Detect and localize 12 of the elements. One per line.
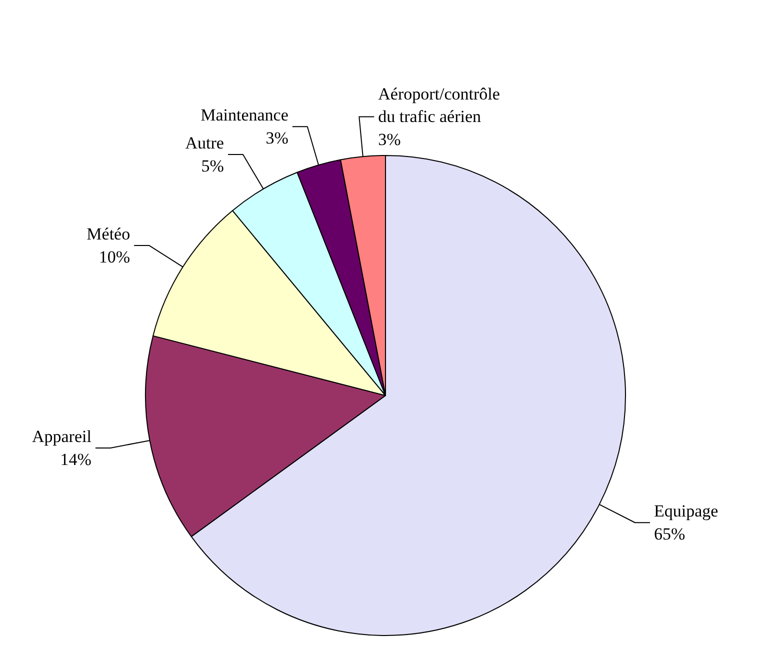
data-label: 65% [654,524,686,544]
data-label: 3% [378,130,401,150]
data-label: 5% [201,156,224,176]
slice-label: Maintenance [200,106,288,125]
slice-label: Aéroport/contrôle du trafic aérien [378,84,500,126]
slice-label: Equipage [654,502,718,521]
slice-label: Autre [185,134,224,153]
slice-label: Appareil [32,427,92,446]
slice-label: Météo [86,224,130,244]
data-label: 3% [266,128,288,148]
data-label: 14% [60,450,92,469]
data-label: 10% [98,247,130,266]
